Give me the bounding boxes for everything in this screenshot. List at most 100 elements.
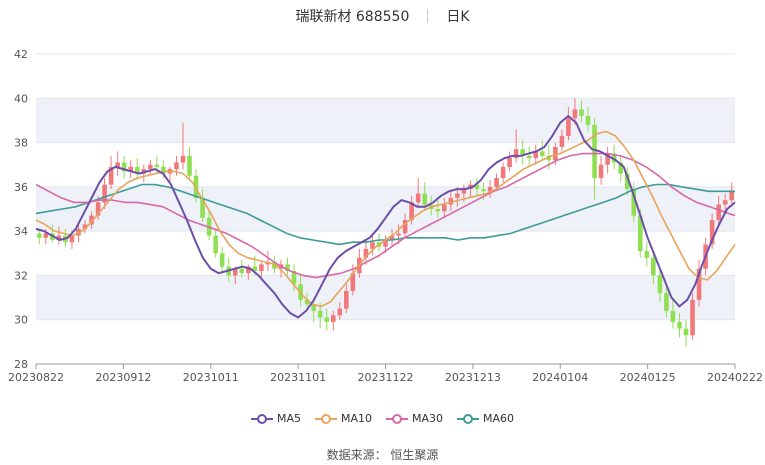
legend-item-ma5[interactable]: MA5: [250, 412, 301, 425]
candle-body: [291, 271, 297, 285]
candle-body: [134, 166, 140, 174]
y-tick-label: 34: [14, 225, 28, 238]
legend: MA5 MA10 MA30 MA60: [0, 412, 765, 425]
candle-body: [344, 290, 349, 309]
candle-body: [246, 266, 251, 274]
candle-body: [448, 197, 454, 205]
candle-body: [696, 268, 702, 300]
candle-body: [683, 328, 689, 336]
x-tick-label: 20231122: [358, 371, 414, 384]
candle-body: [148, 164, 153, 170]
legend-item-ma60[interactable]: MA60: [457, 412, 514, 425]
candlesticks: [36, 98, 735, 347]
candle-body: [232, 268, 238, 276]
candle-body: [624, 173, 630, 190]
candle-body: [553, 147, 558, 161]
candle-body: [585, 116, 591, 125]
x-tick-label: 20230822: [8, 371, 64, 384]
legend-item-ma10[interactable]: MA10: [314, 412, 372, 425]
candle-body: [664, 293, 669, 311]
candle-body: [304, 299, 310, 305]
candle-body: [200, 197, 205, 218]
period-label[interactable]: 日K: [446, 9, 470, 25]
data-source: 数据来源： 恒生聚源: [326, 448, 439, 462]
candle-body: [252, 266, 258, 271]
candle-body: [272, 262, 277, 269]
candle-body: [285, 264, 290, 271]
candle-body: [481, 189, 486, 192]
chart-header: 瑞联新材 688550 日K: [0, 6, 765, 26]
x-tick-label: 20240222: [707, 371, 763, 384]
candle-body: [690, 299, 695, 336]
candle-body: [82, 224, 88, 229]
x-tick-label: 20231011: [183, 371, 239, 384]
y-tick-label: 40: [14, 92, 28, 105]
candle-body: [592, 124, 597, 178]
candle-body: [729, 191, 735, 201]
y-tick-label: 28: [14, 358, 28, 371]
candle-body: [559, 135, 565, 147]
candle-body: [36, 233, 42, 238]
candle-body: [154, 164, 160, 167]
legend-label: MA60: [483, 412, 515, 425]
candle-body: [598, 164, 604, 178]
legend-label: MA10: [340, 412, 372, 425]
candle-body: [709, 220, 715, 245]
stock-name: 瑞联新材 688550: [295, 9, 410, 25]
candle-body: [455, 193, 460, 198]
legend-item-ma30[interactable]: MA30: [386, 412, 443, 425]
candle-body: [128, 166, 134, 172]
candle-body: [657, 275, 663, 294]
y-tick-label: 30: [14, 314, 28, 327]
candle-body: [239, 268, 245, 274]
ma10-line: [35, 130, 736, 308]
candle-body: [102, 184, 107, 203]
candle-body: [500, 166, 506, 178]
band: [36, 275, 735, 320]
candle-body: [513, 149, 519, 159]
candle-body: [330, 315, 336, 322]
candle-body: [43, 233, 49, 238]
title-separator: [427, 9, 429, 23]
ma5-line: [35, 115, 736, 319]
candle-body: [363, 248, 369, 258]
candle-body: [507, 158, 512, 167]
candle-body: [115, 162, 120, 167]
candle-body: [487, 186, 493, 192]
candle-body: [422, 193, 427, 205]
legend-marker-icon: [314, 413, 337, 425]
candle-body: [461, 189, 467, 194]
x-tick-label: 20231213: [445, 371, 501, 384]
legend-label: MA5: [276, 412, 301, 425]
candle-body: [337, 308, 343, 316]
candle-body: [317, 310, 323, 318]
legend-label: MA30: [412, 412, 444, 425]
candle-body: [56, 235, 62, 240]
candle-body: [611, 153, 617, 163]
candle-body: [193, 175, 199, 198]
candle-body: [442, 204, 447, 212]
candle-body: [579, 109, 584, 116]
candle-body: [383, 240, 388, 247]
x-tick-label: 20231101: [270, 371, 326, 384]
axes: 28 30 32 34 36 38 40 42 20230822 20230912 20231011…: [8, 48, 763, 384]
candle-body: [219, 253, 225, 267]
x-tick-label: 20230912: [95, 371, 151, 384]
candle-body: [651, 257, 656, 276]
legend-marker-icon: [386, 413, 408, 425]
candle-body: [566, 118, 571, 136]
legend-marker-icon: [250, 413, 273, 425]
candle-body: [435, 209, 441, 212]
y-tick-label: 38: [14, 137, 28, 150]
background-bands: [36, 98, 735, 320]
candle-body: [389, 235, 395, 240]
candle-body: [677, 321, 682, 329]
candle-body: [605, 153, 610, 165]
legend-marker-icon: [457, 413, 480, 425]
candle-body: [108, 166, 114, 185]
candle-body: [259, 264, 264, 271]
candle-body: [396, 233, 401, 236]
band: [36, 98, 735, 143]
candle-body: [520, 149, 525, 156]
